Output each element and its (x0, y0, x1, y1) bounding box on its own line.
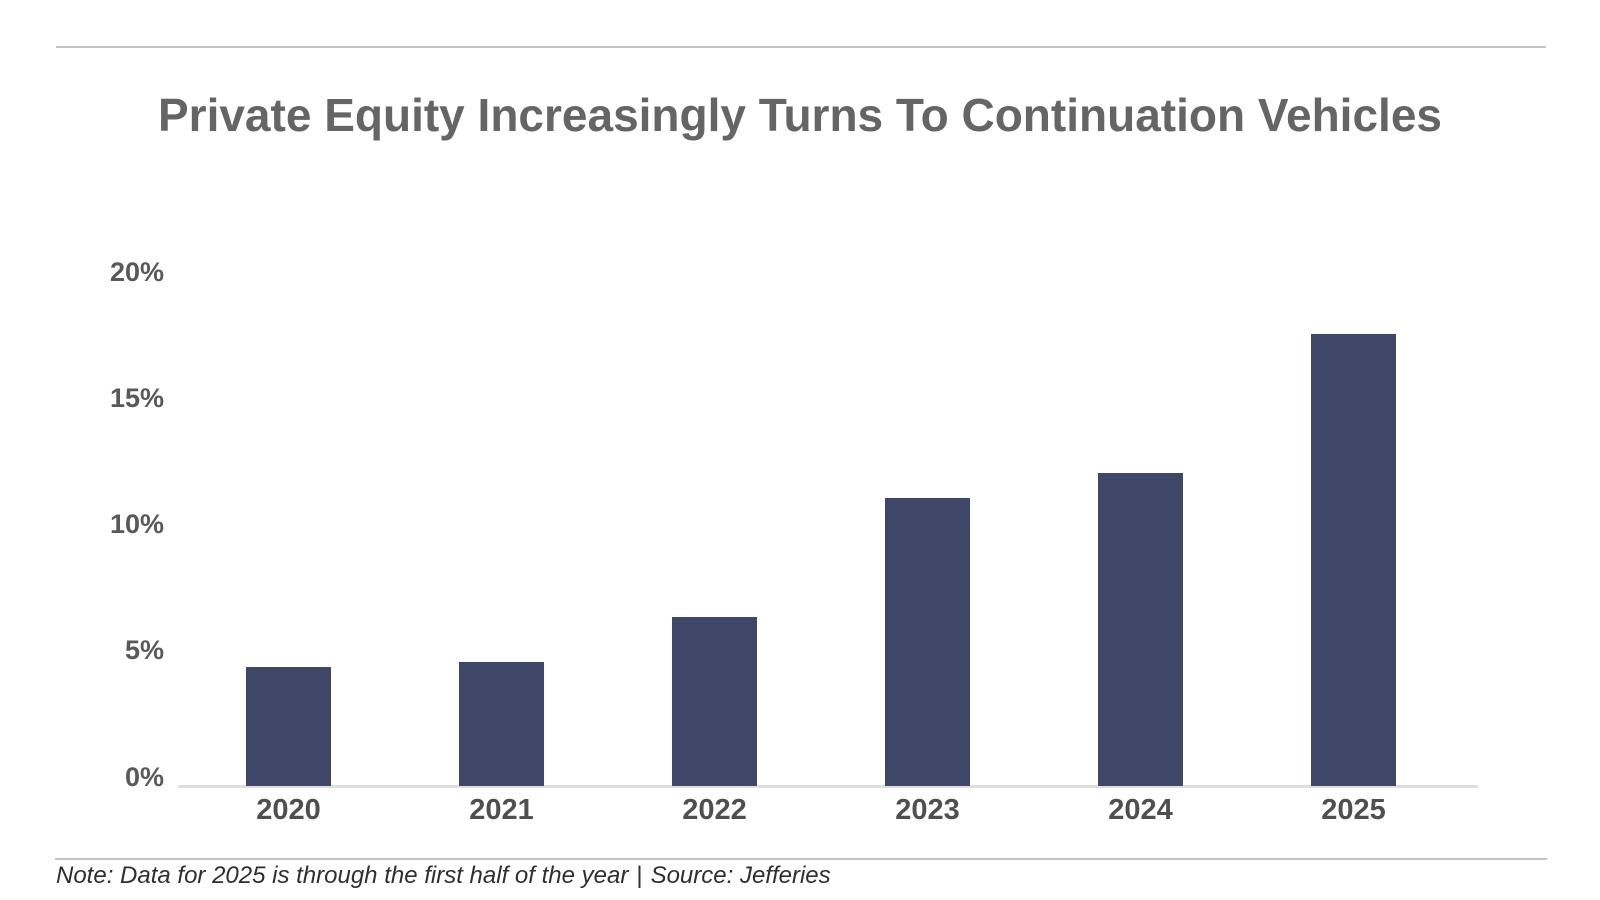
bar-2021 (459, 662, 544, 786)
x-axis-label-2020: 2020 (256, 794, 321, 826)
y-axis-tick-20: 20% (109, 256, 164, 287)
x-axis-label-2023: 2023 (895, 794, 960, 826)
x-axis-baseline (178, 785, 1478, 788)
y-axis-tick-10: 10% (109, 509, 164, 539)
bar-2025 (1311, 334, 1396, 786)
y-axis-tick-15: 15% (109, 382, 164, 413)
footnote-separator: | (636, 862, 643, 889)
bar-2022 (672, 616, 757, 786)
bar-2020 (246, 667, 331, 786)
chart-footnote: Note: Data for 2025 is through the first… (56, 862, 831, 890)
x-axis-label-2022: 2022 (682, 794, 747, 826)
x-axis-label-2021: 2021 (469, 794, 534, 826)
chart-title: Private Equity Increasingly Turns To Con… (157, 89, 1442, 141)
bottom-divider (55, 858, 1547, 860)
footnote-text: Note: Data for 2025 is through the first… (56, 862, 629, 889)
top-divider (56, 46, 1546, 48)
x-axis-label-2024: 2024 (1108, 794, 1173, 826)
x-axis-label-2025: 2025 (1321, 794, 1386, 826)
y-axis-tick-5: 5% (124, 635, 164, 666)
source-text: Source: Jefferies (650, 862, 831, 889)
bar-2023 (885, 498, 970, 786)
y-axis-tick-0: 0% (124, 761, 164, 792)
bar-2024 (1098, 472, 1183, 786)
